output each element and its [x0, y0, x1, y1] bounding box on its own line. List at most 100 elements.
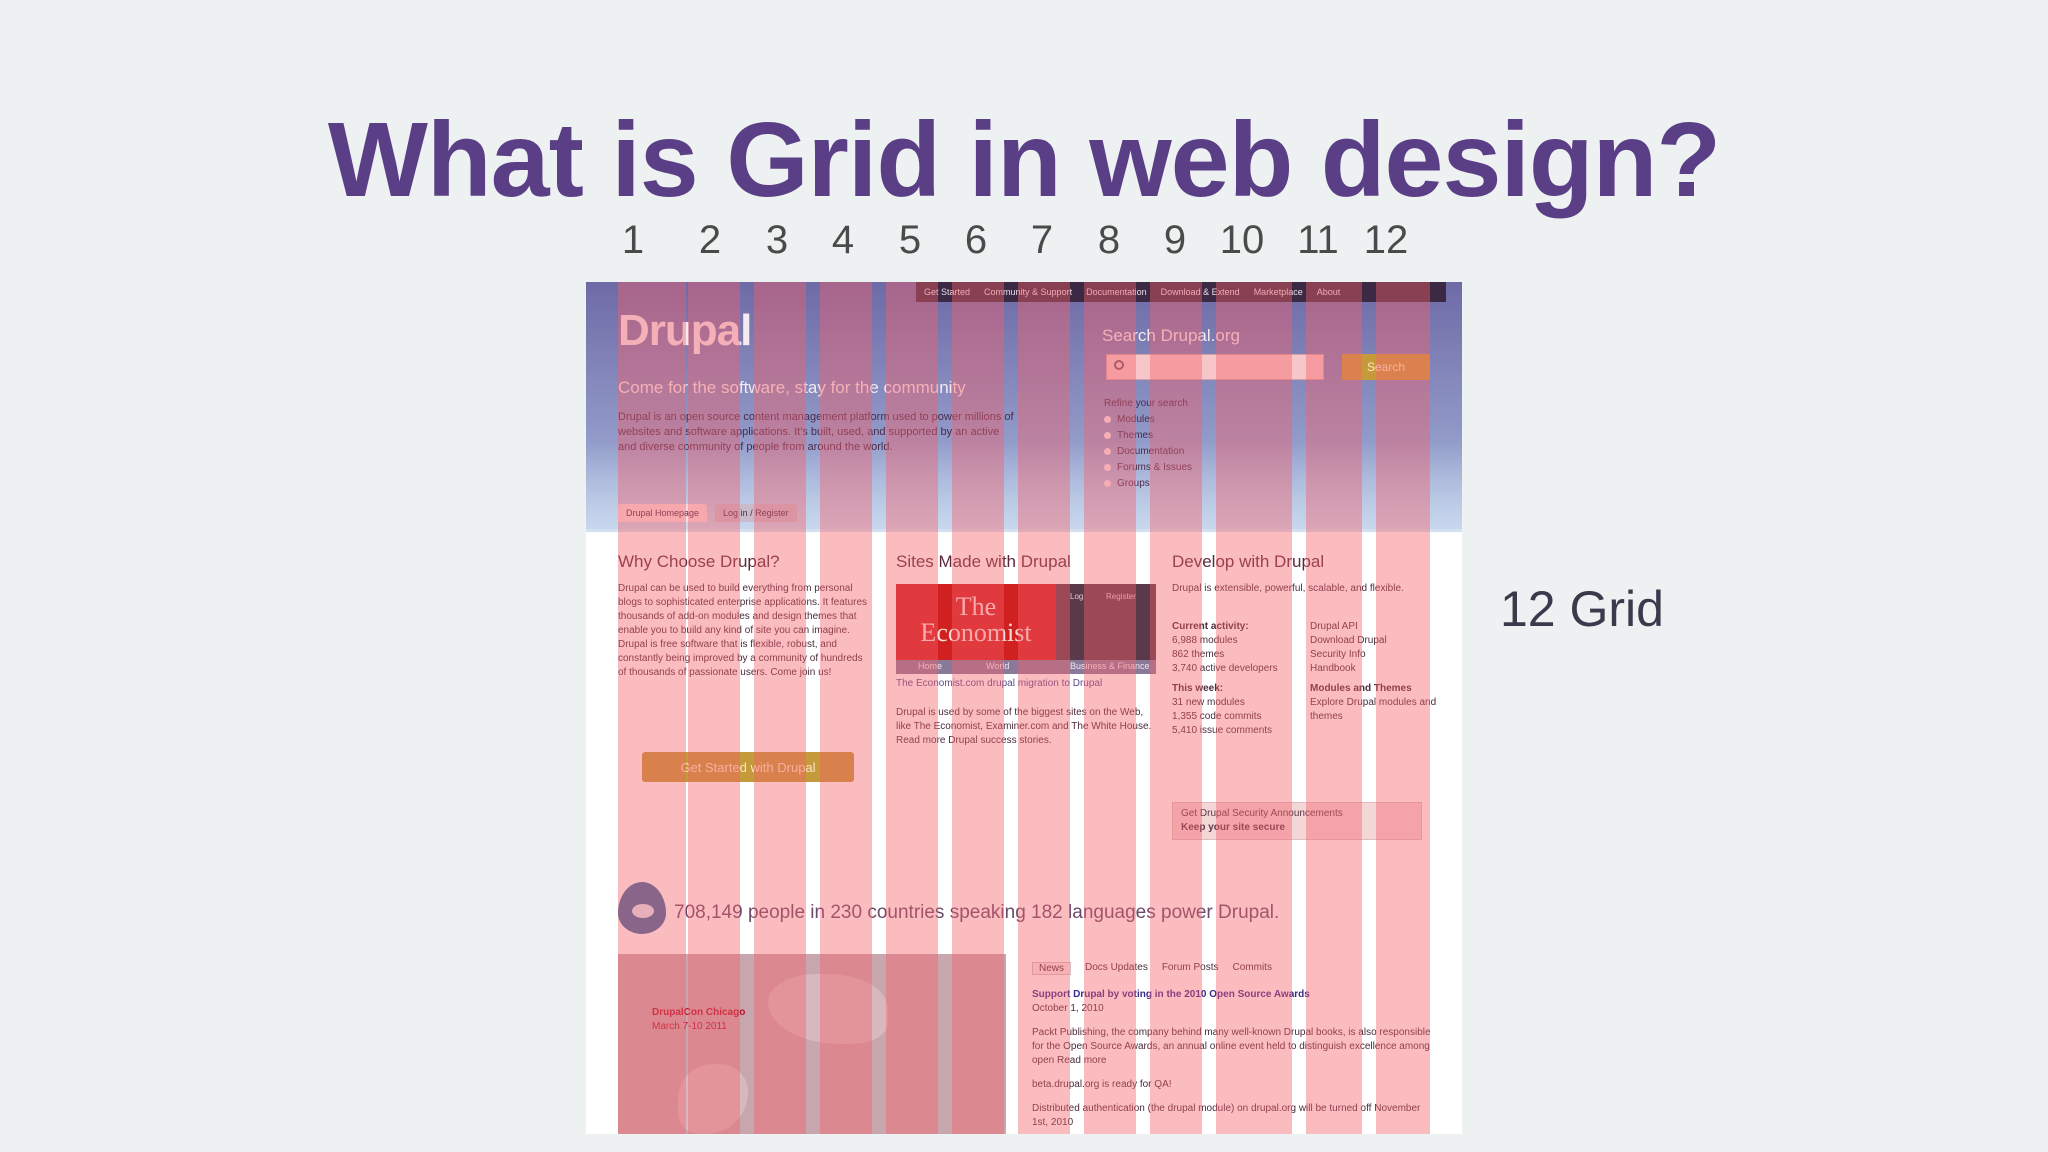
grid-column	[1306, 282, 1362, 1134]
search-input[interactable]	[1106, 354, 1324, 380]
modules-body[interactable]: Explore Drupal modules and themes	[1310, 697, 1437, 722]
grid-column	[1376, 282, 1430, 1134]
news-item[interactable]: Distributed authentication (the drupal m…	[1032, 1103, 1421, 1128]
grid-column	[820, 282, 872, 1134]
week-commits: 1,355 code commits	[1172, 711, 1262, 722]
column-number: 12	[1363, 218, 1409, 262]
link-download-drupal[interactable]: Download Drupal	[1310, 635, 1387, 646]
grid-column	[688, 282, 740, 1134]
drupal-logo[interactable]: Drupal	[618, 306, 752, 355]
grid-column	[1150, 282, 1202, 1134]
top-navigation: Get Started Community & Support Document…	[916, 282, 1446, 302]
week-modules: 31 new modules	[1172, 697, 1245, 708]
column-number: 9	[1163, 218, 1187, 262]
search-button[interactable]: Search	[1342, 354, 1430, 380]
search-label: Search Drupal.org	[1102, 326, 1240, 345]
tab-forum-posts[interactable]: Forum Posts	[1161, 962, 1219, 973]
column-number: 2	[698, 218, 722, 262]
why-body: Drupal can be used to build everything f…	[618, 583, 868, 678]
news-item[interactable]: beta.drupal.org is ready for QA!	[1032, 1079, 1172, 1090]
grid-column	[1018, 282, 1070, 1134]
column-number: 6	[964, 218, 988, 262]
drupal-screenshot: Get Started Community & Support Document…	[586, 282, 1462, 1134]
economist-side: Log Register	[1056, 584, 1156, 660]
refine-option-documentation[interactable]: Documentation	[1104, 444, 1192, 460]
link-handbook[interactable]: Handbook	[1310, 663, 1356, 674]
grid-column	[1216, 282, 1292, 1134]
economist-register-link[interactable]: Register	[1106, 592, 1136, 601]
nav-documentation[interactable]: Documentation	[1086, 287, 1147, 297]
event-date: March 7-10 2011	[652, 1021, 727, 1032]
grid-column	[1084, 282, 1136, 1134]
economist-nav: Home World Business & Finance	[896, 660, 1156, 674]
nav-download[interactable]: Download & Extend	[1160, 287, 1240, 297]
get-started-button[interactable]: Get Started with Drupal	[642, 752, 854, 782]
column-number: 1	[621, 218, 645, 262]
event-name: DrupalCon Chicago	[652, 1007, 746, 1018]
tab-login-register[interactable]: Log in / Register	[715, 504, 797, 522]
column-number: 10	[1219, 218, 1265, 262]
economist-caption[interactable]: The Economist.com drupal migration to Dr…	[896, 678, 1103, 689]
security-callout[interactable]: Get Drupal Security Announcements Keep y…	[1172, 802, 1422, 840]
column-number: 3	[765, 218, 789, 262]
news-headline[interactable]: Support Drupal by voting in the 2010 Ope…	[1032, 989, 1310, 1000]
news-body: Packt Publishing, the company behind man…	[1032, 1027, 1431, 1066]
drupal-drop-icon	[618, 882, 666, 934]
economist-nav-home[interactable]: Home	[918, 661, 943, 671]
grid-column	[754, 282, 806, 1134]
activity-label: Current activity:	[1172, 621, 1249, 632]
develop-body: Drupal is extensible, powerful, scalable…	[1172, 583, 1404, 594]
why-heading: Why Choose Drupal?	[618, 552, 780, 571]
modules-label: Modules and Themes	[1310, 683, 1412, 694]
refine-label: Refine your search	[1104, 398, 1188, 409]
nav-about[interactable]: About	[1316, 287, 1341, 297]
refine-option-groups[interactable]: Groups	[1104, 476, 1192, 492]
link-security-info[interactable]: Security Info	[1310, 649, 1366, 660]
refine-option-themes[interactable]: Themes	[1104, 428, 1192, 444]
link-drupal-api[interactable]: Drupal API	[1310, 621, 1358, 632]
sites-heading: Sites Made with Drupal	[896, 552, 1071, 571]
news-list: Support Drupal by voting in the 2010 Ope…	[1032, 988, 1432, 1130]
week-label: This week:	[1172, 683, 1224, 694]
refine-option-modules[interactable]: Modules	[1104, 412, 1192, 428]
grid-column	[886, 282, 938, 1134]
nav-marketplace[interactable]: Marketplace	[1253, 287, 1303, 297]
search-icon	[1114, 360, 1124, 370]
nav-community[interactable]: Community & Support	[984, 287, 1073, 297]
intro-text: Drupal is an open source content managem…	[618, 411, 1014, 453]
refine-option-forums[interactable]: Forums & Issues	[1104, 460, 1192, 476]
slide-title: What is Grid in web design?	[327, 101, 1721, 219]
world-map[interactable]: DrupalCon Chicago March 7-10 2011	[618, 954, 1006, 1134]
economist-nav-world[interactable]: World	[986, 661, 1010, 671]
tab-drupal-homepage[interactable]: Drupal Homepage	[618, 504, 708, 522]
sites-body: Drupal is used by some of the biggest si…	[896, 707, 1152, 746]
grid-label: 12 Grid	[1500, 581, 1664, 637]
security-callout-sub: Keep your site secure	[1181, 822, 1285, 833]
week-comments: 5,410 issue comments	[1172, 725, 1273, 736]
tab-commits[interactable]: Commits	[1232, 962, 1272, 973]
news-date: October 1, 2010	[1032, 1003, 1104, 1014]
tab-docs-updates[interactable]: Docs Updates	[1085, 962, 1148, 973]
column-number: 5	[898, 218, 922, 262]
page-tabs: Drupal Homepage Log in / Register	[618, 504, 797, 522]
column-number: 11	[1297, 218, 1339, 262]
tab-news[interactable]: News	[1032, 962, 1072, 975]
column-number: 7	[1030, 218, 1054, 262]
nav-get-started[interactable]: Get Started	[924, 287, 971, 297]
economist-logo[interactable]: The Economist	[896, 584, 1056, 660]
economist-log-link[interactable]: Log	[1070, 592, 1084, 601]
security-callout-title: Get Drupal Security Announcements	[1181, 808, 1343, 819]
community-stats: 708,149 people in 230 countries speaking…	[674, 902, 1280, 923]
activity-block: Current activity: 6,988 modules 862 them…	[1172, 620, 1302, 738]
grid-column	[952, 282, 1004, 1134]
column-number: 4	[831, 218, 855, 262]
news-tabs: News Docs Updates Forum Posts Commits	[1032, 962, 1272, 975]
develop-heading: Develop with Drupal	[1172, 552, 1325, 571]
tagline: Come for the software, stay for the comm…	[618, 378, 966, 397]
activity-developers: 3,740 active developers	[1172, 663, 1278, 674]
develop-links: Drupal API Download Drupal Security Info…	[1310, 620, 1440, 724]
refine-search: Refine your search Modules Themes Docume…	[1104, 396, 1192, 492]
grid-column	[618, 282, 686, 1134]
economist-nav-business[interactable]: Business & Finance	[1070, 661, 1150, 671]
event-marker[interactable]: DrupalCon Chicago March 7-10 2011	[652, 1006, 745, 1034]
